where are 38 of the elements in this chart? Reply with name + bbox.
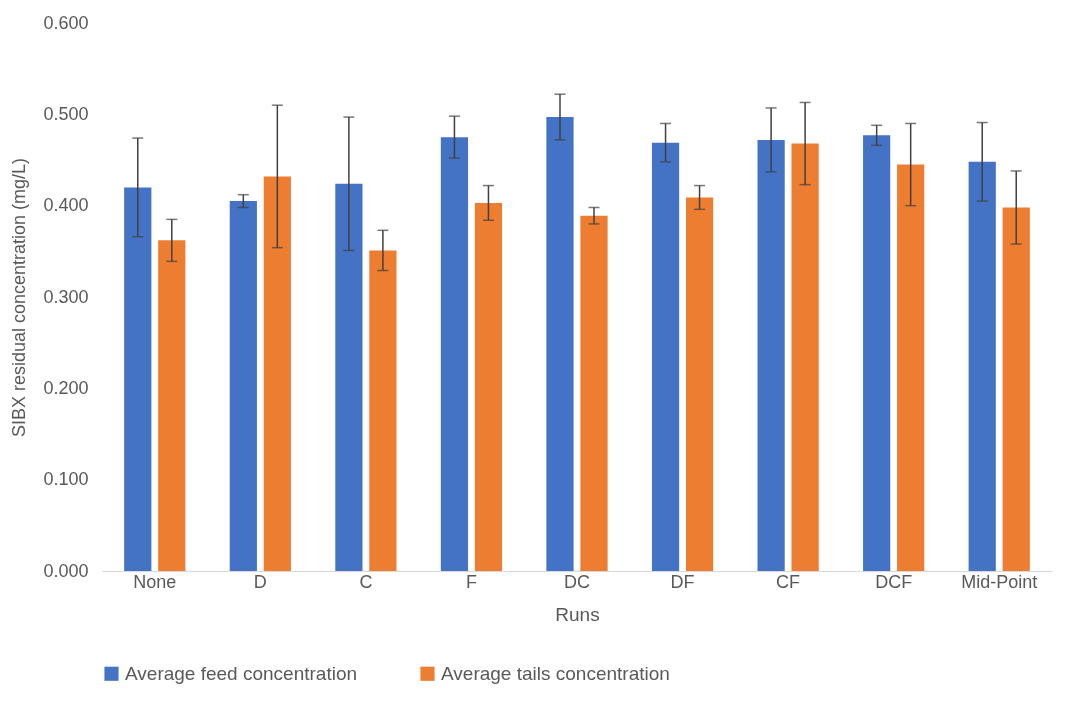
x-tick-label: C <box>359 571 373 592</box>
y-tick-label: 0.100 <box>43 469 89 490</box>
y-tick-label: 0.200 <box>43 377 89 398</box>
x-tick-label: DC <box>564 571 590 592</box>
bar <box>474 202 503 571</box>
y-tick-label: 0.600 <box>43 12 89 33</box>
bar <box>335 183 363 571</box>
bar <box>440 137 469 571</box>
x-tick-label: DCF <box>875 571 913 592</box>
bar <box>968 161 996 571</box>
bar <box>757 139 785 571</box>
bar <box>791 143 819 571</box>
x-tick-label: F <box>465 571 477 592</box>
bar <box>651 142 680 571</box>
bar <box>580 215 608 571</box>
bar <box>263 176 291 571</box>
bar <box>1002 207 1030 571</box>
bar <box>863 135 891 571</box>
bar <box>546 117 574 571</box>
x-tick-label: None <box>133 571 177 592</box>
x-tick-label: DF <box>670 571 695 592</box>
y-tick-label: 0.300 <box>43 286 89 307</box>
x-tick-label: CF <box>776 571 801 592</box>
legend-label: Average tails concentration <box>441 662 670 684</box>
legend-label: Average feed concentration <box>125 662 358 684</box>
bar <box>685 197 714 571</box>
x-tick-label: D <box>253 571 267 592</box>
x-axis-title: Runs <box>555 603 600 625</box>
y-tick-label: 0.500 <box>43 103 89 124</box>
bar <box>897 164 925 571</box>
y-tick-label: 0.000 <box>43 560 89 581</box>
x-tick-label: Mid-Point <box>961 571 1038 592</box>
bar <box>369 250 397 571</box>
y-axis-title: SIBX residual concentration (mg/L) <box>9 157 30 438</box>
bar <box>229 201 257 571</box>
bar <box>124 187 152 571</box>
y-tick-label: 0.400 <box>43 195 89 216</box>
bar <box>158 240 186 571</box>
